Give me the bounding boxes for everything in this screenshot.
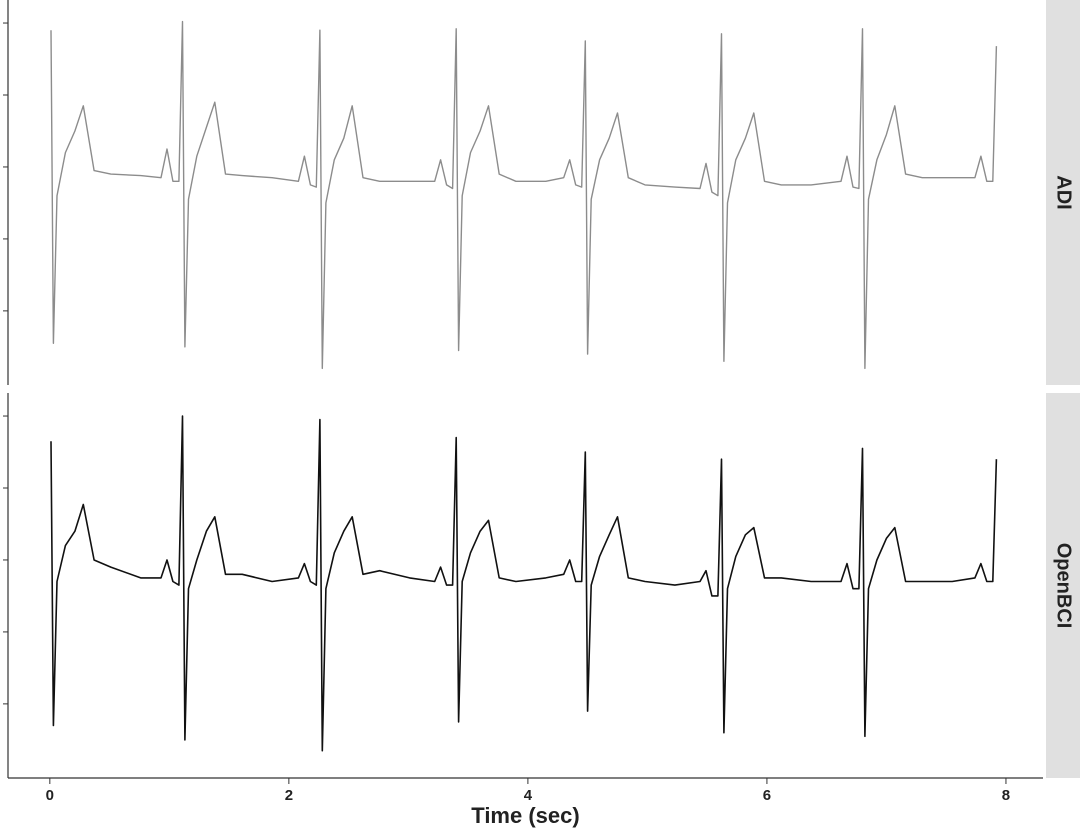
x-tick-label: 4	[524, 787, 533, 804]
ecg-trace	[50, 415, 998, 752]
x-tick-label: 2	[285, 787, 293, 804]
x-tick-label: 0	[46, 787, 54, 804]
strip-background	[1046, 0, 1080, 385]
strip-background	[1046, 393, 1080, 778]
strip-label: ADI	[1053, 175, 1075, 209]
x-tick-label: 6	[763, 787, 771, 804]
ecg-trace	[50, 20, 998, 370]
x-axis-title: Time (sec)	[471, 803, 579, 828]
strip-label: OpenBCI	[1053, 543, 1075, 629]
x-tick-label: 8	[1002, 787, 1010, 804]
